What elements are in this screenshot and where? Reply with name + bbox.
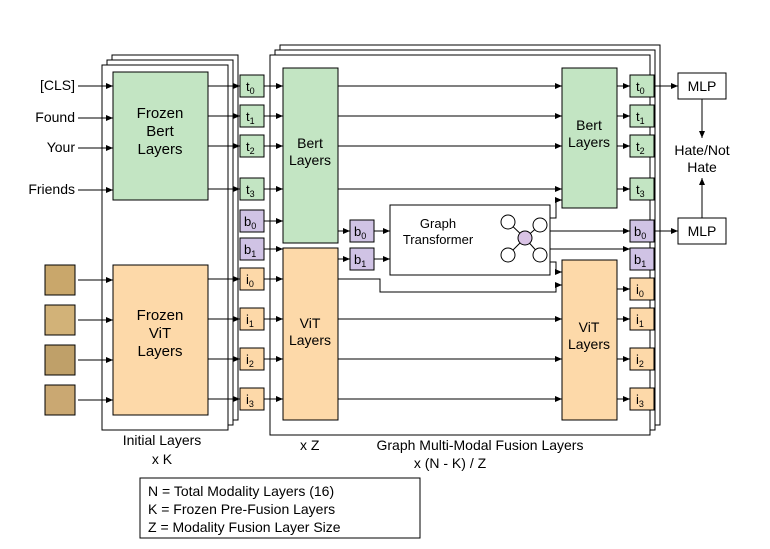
- svg-text:Layers: Layers: [137, 343, 182, 360]
- input-image-patches: [45, 265, 75, 415]
- output-label-1: Hate/Not: [674, 142, 729, 158]
- svg-text:Bert: Bert: [576, 117, 602, 133]
- token-col-out: t0 t1 t2 t3 b0 b1 i0 i1 i2 i3: [630, 75, 654, 410]
- architecture-diagram: [CLS] Found Your Friends Frozen Bert Lay…: [0, 0, 770, 549]
- svg-text:ViT: ViT: [579, 319, 600, 335]
- svg-text:MLP: MLP: [688, 223, 717, 239]
- label-xk: x K: [152, 451, 173, 467]
- svg-text:Frozen: Frozen: [137, 307, 184, 324]
- legend-l2: K = Frozen Pre-Fusion Layers: [148, 501, 335, 517]
- token-friends: Friends: [28, 181, 75, 197]
- token-your: Your: [47, 139, 76, 155]
- label-fusion: Graph Multi-Modal Fusion Layers: [377, 437, 584, 453]
- svg-text:Transformer: Transformer: [403, 232, 474, 247]
- svg-text:ViT: ViT: [300, 315, 321, 331]
- output-label-2: Hate: [687, 159, 717, 175]
- svg-text:ViT: ViT: [149, 325, 171, 342]
- svg-text:MLP: MLP: [688, 78, 717, 94]
- svg-text:Layers: Layers: [568, 134, 610, 150]
- token-found: Found: [35, 109, 75, 125]
- label-initial-layers: Initial Layers: [123, 432, 202, 448]
- token-col-1: t0 t1 t2 t3 b0 b1 i0 i1 i2 i3: [240, 75, 264, 410]
- svg-text:Bert: Bert: [297, 135, 323, 151]
- legend-l1: N = Total Modality Layers (16): [148, 483, 334, 499]
- input-text-tokens: [CLS] Found Your Friends: [28, 77, 75, 197]
- svg-text:Layers: Layers: [289, 152, 331, 168]
- label-xnkz: x (N - K) / Z: [414, 455, 487, 471]
- svg-text:Graph: Graph: [420, 216, 456, 231]
- svg-text:Layers: Layers: [289, 332, 331, 348]
- legend-l3: Z = Modality Fusion Layer Size: [148, 519, 341, 535]
- svg-text:Layers: Layers: [568, 336, 610, 352]
- svg-text:Bert: Bert: [146, 123, 174, 140]
- svg-text:Frozen: Frozen: [137, 105, 184, 122]
- token-cls: [CLS]: [40, 77, 75, 93]
- label-xz: x Z: [300, 437, 320, 453]
- svg-text:Layers: Layers: [137, 141, 182, 158]
